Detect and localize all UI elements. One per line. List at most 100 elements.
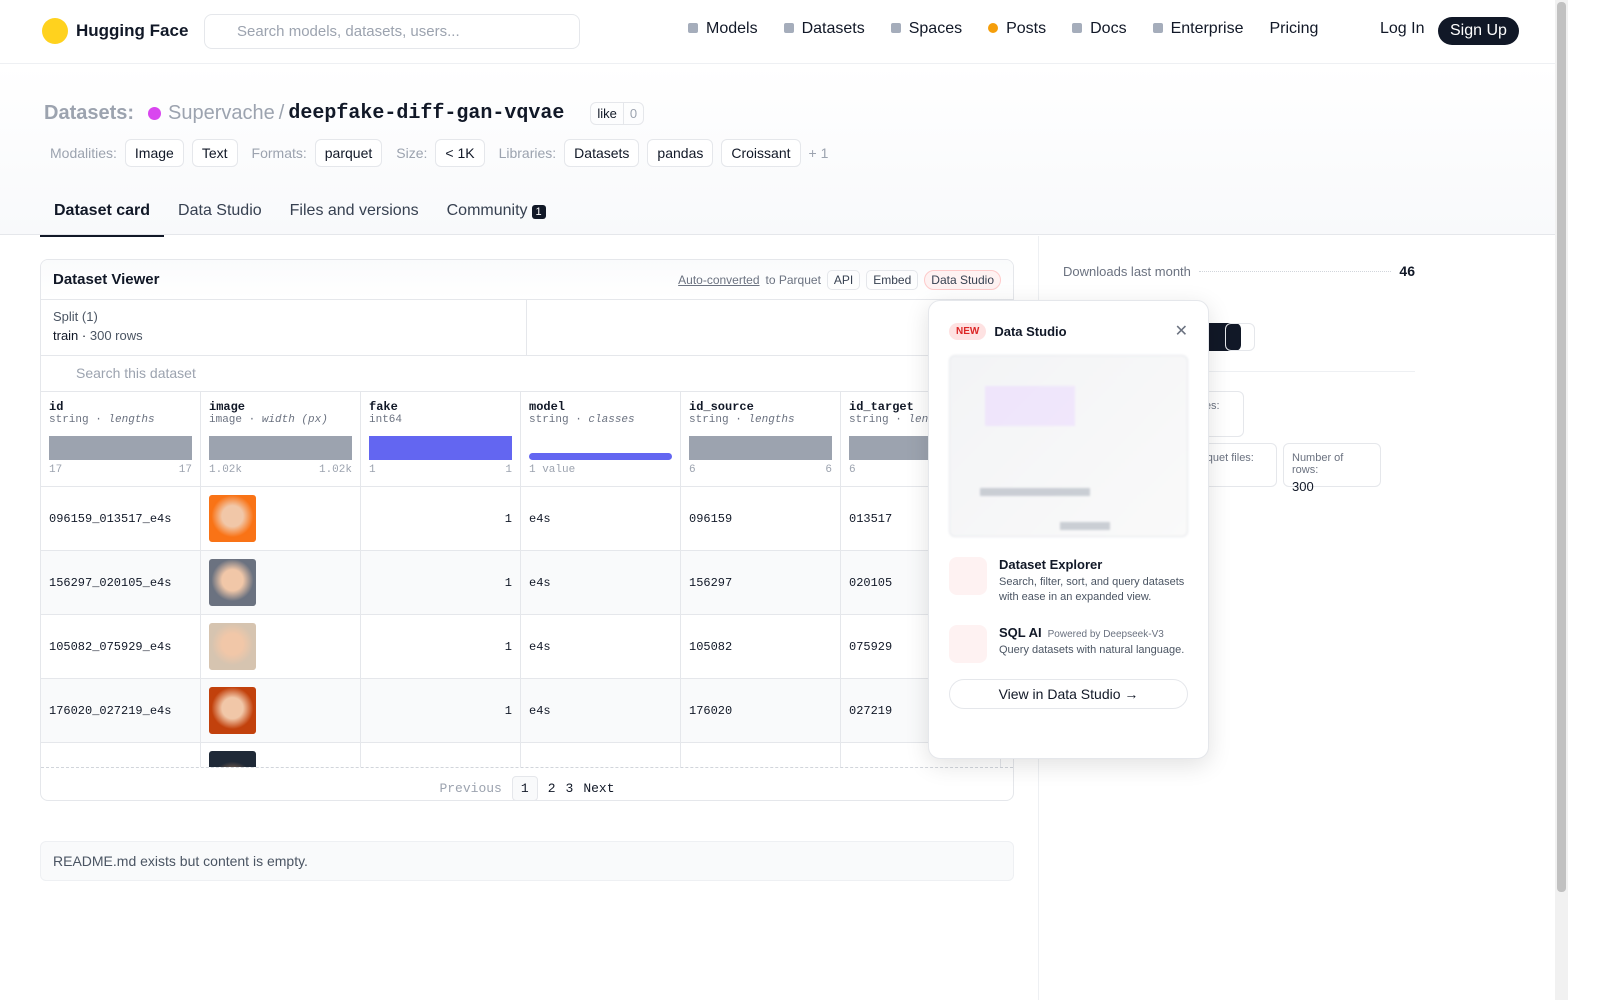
- page[interactable]: 2: [547, 781, 556, 796]
- nav-link[interactable]: Datasets: [784, 20, 865, 38]
- next[interactable]: Next: [583, 781, 615, 796]
- tag-group-label: Libraries:: [498, 145, 557, 161]
- row: 096159_013517_e4s 1 e4s 096159 013517: [41, 487, 1013, 551]
- thumbnail: [209, 687, 256, 734]
- min: 1 value: [529, 464, 576, 476]
- type: string: [529, 414, 569, 426]
- section[interactable]: Datasets:: [44, 102, 135, 124]
- split-label: Split (1): [53, 309, 98, 324]
- min: 17: [49, 464, 63, 476]
- repo-header: Datasets: Supervache / deepfake-diff-gan…: [0, 64, 1555, 237]
- more-button[interactable]: [1225, 323, 1255, 351]
- thumbnail: [209, 623, 256, 670]
- thumbnail: [209, 559, 256, 606]
- cell: 176020_027219_e4s: [41, 679, 201, 743]
- column-name: id_target: [849, 400, 914, 414]
- tab[interactable]: Community 1: [433, 194, 560, 237]
- tag[interactable]: pandas: [647, 139, 714, 167]
- like-button[interactable]: like 0: [590, 102, 645, 125]
- embed-button[interactable]: Embed: [866, 269, 919, 290]
- close[interactable]: ✕: [1174, 323, 1188, 340]
- data-studio-popup: NEW Data Studio ✕ Dataset Explorer Search, …: [928, 300, 1209, 759]
- tab-label: Data Studio: [178, 202, 262, 219]
- tag[interactable]: Croissant: [721, 139, 801, 167]
- logo: [42, 18, 68, 44]
- preview-image: [949, 355, 1188, 537]
- cell: 105082_075929_e4s: [41, 615, 201, 679]
- column-header[interactable]: fake int64 1 1: [361, 392, 521, 487]
- tags: Modalities: Image Text Formats: parquet Size:…: [44, 139, 828, 167]
- search[interactable]: Search models, datasets, users...: [204, 14, 580, 49]
- cell: e4s: [521, 551, 681, 615]
- nav-link[interactable]: Models: [688, 20, 758, 38]
- feature-icon: [949, 624, 987, 663]
- thumbnail: [209, 495, 256, 542]
- cell: 096159: [681, 487, 841, 551]
- signup[interactable]: Sign Up: [1438, 17, 1519, 45]
- feature-note: Powered by Deepseek-V3: [1047, 628, 1164, 640]
- owner[interactable]: Supervache: [168, 102, 275, 124]
- cell: 1: [361, 679, 521, 743]
- title: Dataset Explorer: [999, 557, 1103, 572]
- column-type: string · lengths: [689, 414, 795, 426]
- column-header[interactable]: id string · lengths 17 17: [41, 392, 201, 487]
- column-header[interactable]: model string · classes 1 value: [521, 392, 681, 487]
- nav-link[interactable]: Enterprise: [1153, 20, 1244, 38]
- column-type: image · width (px): [209, 414, 328, 426]
- type: int64: [369, 414, 403, 426]
- type: string: [849, 414, 889, 426]
- feature[interactable]: SQL AI Powered by Deepseek-V3 Query datase…: [949, 624, 1188, 663]
- login[interactable]: Log In: [1380, 20, 1425, 37]
- tag[interactable]: Text: [191, 139, 238, 167]
- header-row: id string · lengths 17 17 image image · width…: [41, 392, 1013, 487]
- brand[interactable]: Hugging Face: [42, 18, 188, 44]
- min: 6: [849, 464, 856, 476]
- column-header[interactable]: image image · width (px) 1.02k 1.02k: [201, 392, 361, 487]
- repo-name[interactable]: deepfake-diff-gan-vqvae: [288, 102, 565, 125]
- page[interactable]: 1: [511, 776, 538, 800]
- tab[interactable]: Files and versions: [276, 194, 433, 237]
- more-tags[interactable]: + 1: [808, 145, 829, 161]
- nav-link[interactable]: Pricing: [1269, 20, 1319, 37]
- page[interactable]: 3: [565, 781, 574, 796]
- downloads-value: 46: [1399, 263, 1415, 279]
- tag[interactable]: parquet: [314, 139, 383, 167]
- api-button[interactable]: API: [826, 269, 861, 290]
- column-header[interactable]: id_source string · lengths 6 6: [681, 392, 841, 487]
- nav-link[interactable]: Spaces: [891, 20, 962, 38]
- cell: 096159_013517_e4s: [41, 487, 201, 551]
- nav-link[interactable]: Docs: [1072, 20, 1126, 38]
- cell: [41, 743, 201, 767]
- data-studio-button[interactable]: Data Studio: [924, 269, 1001, 290]
- feature-body: SQL AI Powered by Deepseek-V3 Query datase…: [999, 625, 1184, 663]
- tab-label: Files and versions: [289, 202, 419, 219]
- rows-value: 300: [1292, 479, 1314, 494]
- title: SQL AI: [999, 624, 1042, 640]
- image-cell: [201, 551, 361, 615]
- like-label: like: [597, 106, 617, 121]
- tag[interactable]: < 1K: [435, 139, 485, 167]
- split-selector[interactable]: Split (1) train · 300 rows: [41, 300, 1013, 356]
- view-button[interactable]: View in Data Studio →: [949, 678, 1188, 709]
- tag[interactable]: Image: [124, 139, 184, 167]
- tab[interactable]: Dataset card: [40, 194, 165, 237]
- previous[interactable]: Previous: [439, 781, 502, 796]
- cell: 1: [361, 615, 521, 679]
- tab[interactable]: Data Studio: [164, 194, 276, 237]
- tag-group-label: Size:: [396, 145, 428, 161]
- feature[interactable]: Dataset Explorer Search, filter, sort, an…: [949, 557, 1188, 605]
- nav-link[interactable]: Posts: [988, 20, 1046, 38]
- cell: 1: [361, 551, 521, 615]
- tag-group-label: Formats:: [251, 145, 307, 161]
- viewer-title: Dataset Viewer: [53, 271, 160, 288]
- feature-icon: [949, 557, 987, 595]
- column-name: image: [209, 400, 246, 414]
- type: string: [689, 414, 729, 426]
- viewer-header: Dataset Viewer Auto-converted to Parquet …: [41, 260, 1013, 300]
- viewer-search[interactable]: Search this dataset: [41, 356, 1013, 392]
- downloads-label: Downloads last month: [1063, 263, 1191, 279]
- auto-converted[interactable]: Auto-converted: [678, 272, 760, 287]
- tag[interactable]: Datasets: [564, 139, 640, 167]
- type: string: [49, 414, 89, 426]
